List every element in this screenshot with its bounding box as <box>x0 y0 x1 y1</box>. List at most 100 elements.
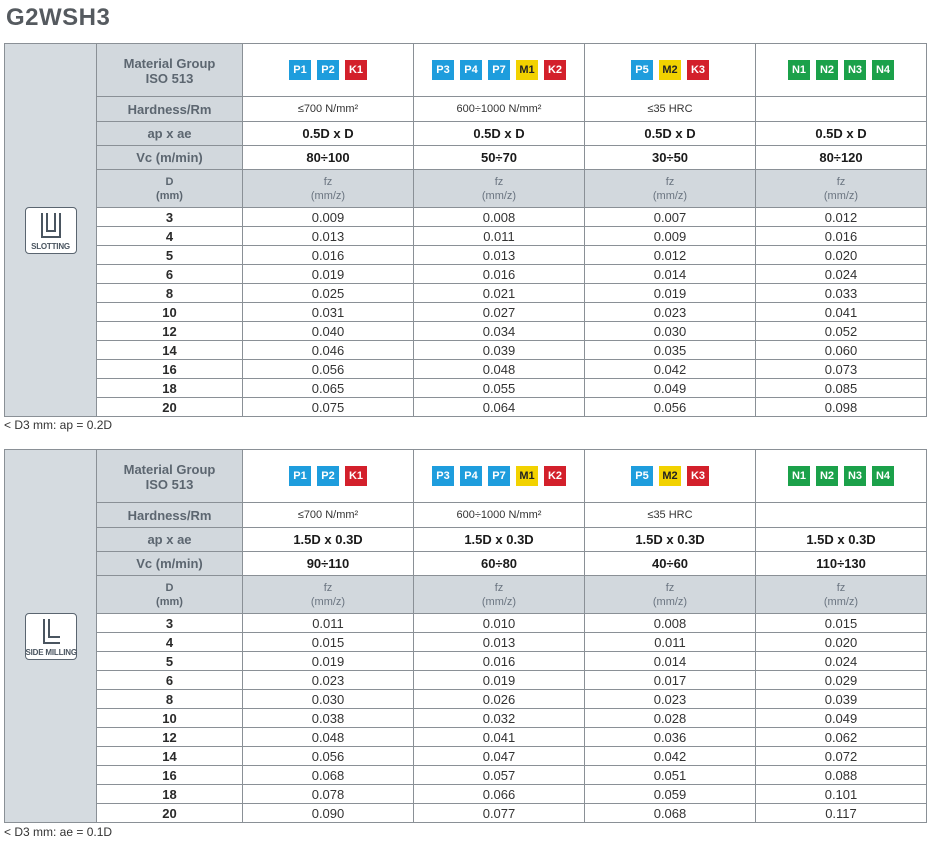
ap-ae-value: 0.5D x D <box>584 121 756 146</box>
diameter-value: 14 <box>96 746 243 766</box>
feed-value: 0.020 <box>755 632 927 652</box>
feed-value: 0.016 <box>413 264 585 284</box>
feed-value: 0.013 <box>413 245 585 265</box>
iso-material-badge: N3 <box>844 466 866 486</box>
feed-value: 0.012 <box>755 207 927 227</box>
diameter-value: 20 <box>96 397 243 417</box>
feed-value: 0.009 <box>242 207 414 227</box>
iso-material-badge: K3 <box>687 60 709 80</box>
iso-material-badge: P5 <box>631 60 653 80</box>
feed-value: 0.035 <box>584 340 756 360</box>
iso-material-badge: N2 <box>816 466 838 486</box>
feed-value: 0.041 <box>755 302 927 322</box>
feed-value: 0.011 <box>242 613 414 633</box>
cutting-speed-value: 80÷120 <box>755 145 927 170</box>
table-row: 3 0.011 0.010 0.008 0.015 <box>5 613 927 633</box>
feed-value: 0.019 <box>242 264 414 284</box>
diameter-value: 8 <box>96 689 243 709</box>
slotting-footnote: < D3 mm: ap = 0.2D <box>4 418 113 432</box>
iso-material-badge: P3 <box>432 60 454 80</box>
feed-value: 0.090 <box>242 803 414 823</box>
table-row: 16 0.056 0.048 0.042 0.073 <box>5 359 927 379</box>
table-row: 4 0.015 0.013 0.011 0.020 <box>5 632 927 652</box>
iso-material-badge: P1 <box>289 466 311 486</box>
side-milling-footnote: < D3 mm: ae = 0.1D <box>4 825 113 839</box>
feed-value: 0.019 <box>413 670 585 690</box>
feed-header: fz (mm/z) <box>584 575 756 614</box>
iso-material-badge: P7 <box>488 466 510 486</box>
iso-material-badge: M2 <box>659 466 681 486</box>
ap-ae-value: 1.5D x 0.3D <box>413 527 585 552</box>
feed-value: 0.019 <box>584 283 756 303</box>
ap-ae-value: 0.5D x D <box>413 121 585 146</box>
feed-value: 0.016 <box>413 651 585 671</box>
feed-header-line2: (mm/z) <box>823 595 859 608</box>
ap-ae-value: 0.5D x D <box>755 121 927 146</box>
feed-value: 0.032 <box>413 708 585 728</box>
feed-value: 0.068 <box>242 765 414 785</box>
diameter-header-line2: (mm) <box>156 189 183 202</box>
feed-header: fz (mm/z) <box>413 169 585 208</box>
feed-value: 0.010 <box>413 613 585 633</box>
feed-value: 0.009 <box>584 226 756 246</box>
cutting-speed-value: 80÷100 <box>242 145 414 170</box>
iso-material-badge: P3 <box>432 466 454 486</box>
feed-value: 0.048 <box>413 359 585 379</box>
ap-ae-value: 0.5D x D <box>242 121 414 146</box>
diameter-value: 4 <box>96 632 243 652</box>
table-row: 14 0.056 0.047 0.042 0.072 <box>5 746 927 766</box>
feed-value: 0.077 <box>413 803 585 823</box>
feed-value: 0.030 <box>242 689 414 709</box>
cutting-speed-value: 30÷50 <box>584 145 756 170</box>
feed-value: 0.056 <box>242 746 414 766</box>
subheader-row: D (mm) fz (mm/z) fz (mm/z) fz (mm/z) fz (mm/z) <box>5 169 927 208</box>
subheader-row: D (mm) fz (mm/z) fz (mm/z) fz (mm/z) fz (mm/z) <box>5 575 927 614</box>
feed-value: 0.025 <box>242 283 414 303</box>
hardness-label: Hardness/Rm <box>96 502 243 528</box>
feed-header: fz (mm/z) <box>584 169 756 208</box>
material-group-line2: ISO 513 <box>145 71 194 86</box>
diameter-value: 12 <box>96 321 243 341</box>
iso-material-badge: K3 <box>687 466 709 486</box>
cutting-speed-row: Vc (m/min) 80÷100 50÷70 30÷50 80÷120 <box>5 145 927 170</box>
hardness-value: ≤35 HRC <box>584 502 756 528</box>
feed-value: 0.014 <box>584 264 756 284</box>
table-row: 20 0.075 0.064 0.056 0.098 <box>5 397 927 417</box>
diameter-value: 12 <box>96 727 243 747</box>
feed-value: 0.051 <box>584 765 756 785</box>
table-row: 12 0.048 0.041 0.036 0.062 <box>5 727 927 747</box>
feed-value: 0.038 <box>242 708 414 728</box>
material-group-line1: Material Group <box>123 462 216 477</box>
iso-material-badge: N3 <box>844 60 866 80</box>
feed-value: 0.013 <box>242 226 414 246</box>
diameter-header: D (mm) <box>96 169 243 208</box>
material-group-row: SIDE MILLING Material Group ISO 513 P1 P2 K1 P… <box>4 449 927 823</box>
feed-header-line1: fz <box>323 175 333 188</box>
feed-value: 0.011 <box>584 632 756 652</box>
ap-ae-label: ap x ae <box>96 121 243 146</box>
feed-header-line2: (mm/z) <box>652 595 688 608</box>
table-row: 8 0.025 0.021 0.019 0.033 <box>5 283 927 303</box>
feed-header-line2: (mm/z) <box>310 189 346 202</box>
cutting-speed-value: 60÷80 <box>413 551 585 576</box>
diameter-value: 5 <box>96 651 243 671</box>
iso-material-badge: P7 <box>488 60 510 80</box>
feed-value: 0.055 <box>413 378 585 398</box>
feed-value: 0.034 <box>413 321 585 341</box>
table-row: 14 0.046 0.039 0.035 0.060 <box>5 340 927 360</box>
iso-material-badge: N4 <box>872 60 894 80</box>
feed-header-line1: fz <box>323 581 333 594</box>
feed-value: 0.039 <box>413 340 585 360</box>
ap-ae-label: ap x ae <box>96 527 243 552</box>
diameter-header-line1: D <box>165 581 174 594</box>
diameter-value: 3 <box>96 207 243 227</box>
feed-value: 0.012 <box>584 245 756 265</box>
ap-ae-value: 1.5D x 0.3D <box>584 527 756 552</box>
feed-value: 0.049 <box>584 378 756 398</box>
feed-value: 0.042 <box>584 746 756 766</box>
feed-header-line1: fz <box>665 175 675 188</box>
hardness-row: Hardness/Rm ≤700 N/mm² 600÷1000 N/mm² ≤35 H… <box>5 502 927 528</box>
feed-value: 0.064 <box>413 397 585 417</box>
hardness-value <box>755 96 927 122</box>
material-badges-cell: P5 M2 K3 <box>584 43 756 97</box>
